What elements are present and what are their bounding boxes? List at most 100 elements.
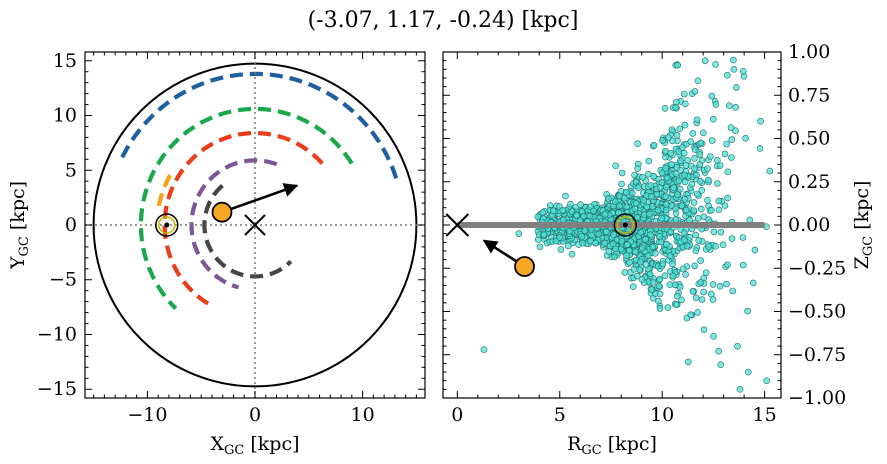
star-point bbox=[557, 246, 565, 253]
star-point bbox=[657, 238, 665, 246]
star-point bbox=[717, 228, 725, 236]
star-point bbox=[618, 180, 625, 188]
right-xtick-label: 15 bbox=[753, 404, 777, 426]
star-point bbox=[566, 227, 574, 235]
star-point bbox=[682, 206, 690, 214]
right-ytick-label: −0.25 bbox=[788, 257, 846, 279]
star-point bbox=[568, 250, 576, 258]
star-point bbox=[677, 157, 684, 165]
spiral-arm-3 bbox=[189, 158, 278, 290]
star-point bbox=[662, 206, 670, 214]
star-point bbox=[653, 190, 661, 198]
star-point bbox=[539, 209, 547, 216]
star-point bbox=[705, 176, 712, 184]
star-point bbox=[668, 202, 676, 209]
star-point bbox=[749, 279, 757, 287]
star-point bbox=[699, 35, 705, 41]
star-point bbox=[682, 271, 689, 278]
star-point bbox=[724, 261, 731, 269]
star-point bbox=[708, 137, 716, 144]
left-ytick-label: −10 bbox=[37, 323, 77, 345]
star-point bbox=[658, 169, 666, 177]
star-point bbox=[724, 71, 731, 79]
spiral-arm-5 bbox=[156, 174, 172, 208]
star-point bbox=[742, 135, 749, 142]
star-point bbox=[704, 197, 711, 204]
left-galactic-center-marker bbox=[244, 214, 266, 236]
star-point bbox=[663, 240, 670, 248]
star-point bbox=[648, 286, 656, 293]
star-point bbox=[577, 201, 584, 208]
star-point bbox=[693, 171, 700, 179]
right-object-marker bbox=[514, 256, 535, 277]
left-velocity-arrow bbox=[221, 183, 299, 214]
star-point bbox=[672, 104, 679, 111]
star-point bbox=[515, 230, 523, 237]
star-point bbox=[698, 187, 706, 194]
star-point bbox=[625, 247, 633, 254]
star-point bbox=[654, 206, 662, 214]
right-ticks: 0 5 10 15 1.00 0.75 0.50 0.25 0.00 −0.25 −0.50 −0.7… bbox=[443, 41, 846, 426]
star-point bbox=[712, 61, 719, 68]
left-object-marker bbox=[211, 201, 233, 223]
star-point bbox=[601, 239, 609, 247]
star-point bbox=[630, 265, 638, 273]
star-point bbox=[656, 305, 664, 312]
star-point bbox=[678, 296, 685, 304]
left-xlabel: XGC [kpc] bbox=[210, 433, 299, 458]
star-point bbox=[662, 165, 669, 172]
star-point bbox=[649, 279, 657, 286]
star-point bbox=[715, 347, 722, 355]
right-xlabel-unit: [kpc] bbox=[602, 433, 657, 455]
star-point bbox=[719, 31, 725, 37]
star-point bbox=[687, 138, 695, 145]
star-point bbox=[740, 30, 746, 36]
star-point bbox=[643, 203, 651, 211]
left-ylabel-main: Y bbox=[7, 256, 29, 270]
star-point bbox=[698, 296, 706, 303]
star-point bbox=[694, 77, 702, 85]
right-sun-inner-ring bbox=[616, 216, 635, 234]
star-point bbox=[616, 192, 623, 200]
star-point bbox=[636, 266, 643, 274]
star-point bbox=[736, 386, 744, 393]
star-point bbox=[666, 252, 674, 259]
right-ytick-label: −0.50 bbox=[788, 301, 846, 323]
left-sun-inner-ring bbox=[158, 216, 176, 234]
star-point bbox=[694, 214, 702, 222]
right-xlabel: RGC [kpc] bbox=[567, 433, 657, 458]
star-point bbox=[645, 157, 653, 165]
star-point bbox=[536, 243, 544, 251]
star-point bbox=[672, 216, 680, 223]
star-point bbox=[635, 184, 642, 192]
star-point bbox=[691, 262, 699, 270]
star-point bbox=[663, 174, 671, 182]
right-sun-outer-ring bbox=[613, 213, 638, 237]
star-point bbox=[559, 207, 567, 214]
star-point bbox=[559, 216, 567, 224]
star-point bbox=[611, 253, 618, 261]
left-ytick-label: −5 bbox=[49, 269, 77, 291]
star-point bbox=[673, 98, 680, 106]
star-point bbox=[697, 257, 705, 264]
star-point bbox=[680, 149, 688, 157]
spiral-arm-2 bbox=[162, 130, 324, 309]
star-point bbox=[647, 182, 655, 189]
left-xtick-label: 10 bbox=[351, 404, 375, 426]
right-ytick-label: 0.50 bbox=[788, 128, 830, 150]
star-point bbox=[556, 234, 563, 241]
star-point bbox=[661, 272, 669, 280]
star-point bbox=[562, 192, 569, 200]
star-point bbox=[618, 238, 626, 245]
left-xtick-label: −10 bbox=[127, 404, 167, 426]
right-ytick-label: 0.75 bbox=[788, 84, 830, 106]
star-point bbox=[687, 311, 695, 319]
star-point bbox=[730, 66, 738, 73]
star-point bbox=[564, 242, 572, 250]
star-point bbox=[757, 117, 764, 125]
star-point bbox=[721, 202, 729, 209]
star-point bbox=[739, 68, 747, 75]
star-point bbox=[579, 239, 586, 247]
star-point bbox=[573, 212, 580, 219]
